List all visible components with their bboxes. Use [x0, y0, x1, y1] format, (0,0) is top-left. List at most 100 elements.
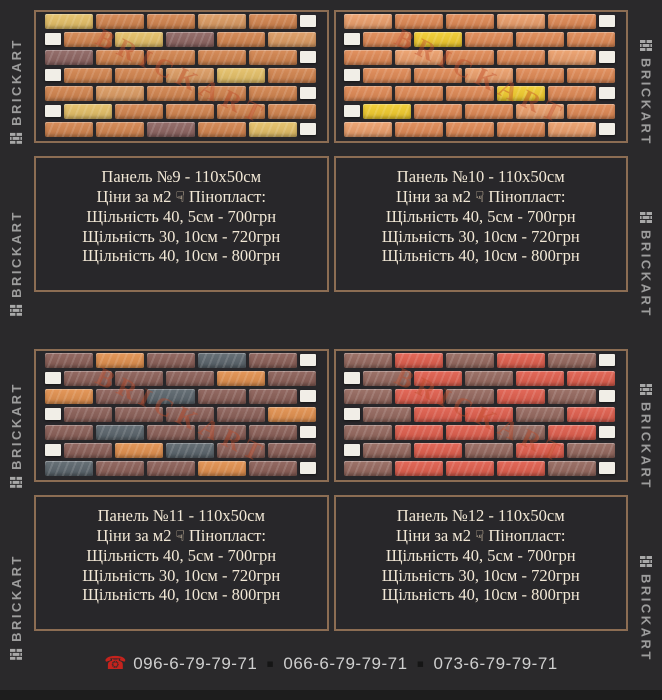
brick: [165, 67, 214, 83]
brick: [414, 31, 463, 47]
phone-number: 066-6-79-79-71: [283, 654, 408, 673]
brick: [446, 49, 495, 65]
panel-photo: BRICKART: [333, 349, 628, 482]
brick-row: [44, 103, 318, 119]
panel-card: BRICKART Панель №10 - 110х50см Ціни за м2 …: [333, 10, 628, 292]
price-intro-prefix: Ціни за м2: [396, 525, 476, 545]
brick-row: [44, 49, 318, 65]
brand-name-text: BRICKART: [638, 230, 654, 318]
price-intro-suffix: Пінопласт:: [184, 525, 266, 545]
brick: [63, 406, 112, 422]
foam-edge: [344, 372, 361, 384]
brick: [95, 388, 144, 404]
brick: [395, 388, 444, 404]
phone-icon: ☎: [104, 653, 128, 674]
panel-info: Панель №12 - 110х50см Ціни за м2 ☟ Пінопл…: [333, 495, 628, 631]
brick: [446, 85, 495, 101]
price-intro-prefix: Ціни за м2: [96, 525, 176, 545]
brick: [548, 460, 597, 476]
brick-row: [44, 442, 318, 458]
brick: [548, 85, 597, 101]
brick: [216, 31, 265, 47]
price-line: Щільність 40, 10см - 800грн: [381, 246, 580, 265]
brand-wordmark: BRICKART: [9, 38, 24, 146]
brick: [114, 103, 163, 119]
brick-row: [44, 85, 318, 101]
brick: [344, 49, 393, 65]
brick: [63, 370, 112, 386]
brick: [548, 424, 597, 440]
panel-photo: BRICKART: [34, 10, 329, 143]
brick: [395, 121, 444, 137]
brick: [548, 352, 597, 368]
brick: [567, 406, 616, 422]
panel-card: BRICKART Панель №12 - 110х50см Ціни за м2 …: [333, 349, 628, 631]
brick: [216, 406, 265, 422]
brick-row: [344, 49, 617, 65]
price-intro-suffix: Пінопласт:: [484, 186, 566, 206]
foam-edge: [599, 462, 616, 474]
brick-row: [344, 460, 617, 476]
price-intro: Ціни за м2 ☟ Пінопласт:: [336, 526, 627, 547]
right-brand-column: BRICKART BRICKART BRICKART BRICKART: [630, 0, 662, 700]
brick: [497, 49, 546, 65]
price-line: Щільність 30, 10см - 720грн: [82, 565, 281, 585]
brick: [516, 103, 565, 119]
brick: [165, 442, 214, 458]
brick: [363, 370, 412, 386]
brick: [414, 103, 463, 119]
brick: [567, 442, 616, 458]
brick-row: [344, 121, 617, 137]
panel-card: BRICKART Панель №9 - 110х50см Ціни за м2 ☟…: [34, 10, 329, 292]
brick: [44, 121, 93, 137]
foam-edge: [44, 408, 61, 420]
price-line: Щільність 40, 10см - 800грн: [82, 585, 281, 604]
brick: [197, 13, 246, 29]
left-brand-column: BRICKART BRICKART BRICKART BRICKART: [0, 0, 32, 700]
brick: [567, 67, 616, 83]
separator-square-icon: ▪: [266, 657, 275, 670]
brand-wordmark: BRICKART: [639, 210, 654, 318]
brick: [216, 442, 265, 458]
brick: [465, 31, 514, 47]
foam-edge: [599, 15, 616, 27]
brick: [197, 49, 246, 65]
brick-row: [44, 388, 318, 404]
brick-row: [344, 388, 617, 404]
panel-title: Панель №11 - 110х50см: [97, 506, 265, 525]
brick: [114, 67, 163, 83]
brick-panel-image: BRICKART: [44, 352, 318, 479]
brick: [414, 370, 463, 386]
brick: [465, 370, 514, 386]
foam-edge: [44, 105, 61, 117]
foam-edge: [299, 390, 316, 402]
brick: [146, 424, 195, 440]
brick-row: [344, 31, 617, 47]
brick: [516, 442, 565, 458]
brick: [363, 406, 412, 422]
brick: [146, 121, 195, 137]
brick: [165, 370, 214, 386]
foam-edge: [344, 69, 361, 81]
brick: [146, 85, 195, 101]
brand-wordmark: BRICKART: [9, 554, 24, 662]
foam-edge: [44, 33, 61, 45]
price-line: Щільність 40, 10см - 800грн: [82, 246, 281, 265]
brick: [216, 103, 265, 119]
price-line: Щільність 30, 10см - 720грн: [381, 565, 580, 585]
brick: [95, 352, 144, 368]
brick: [395, 460, 444, 476]
brick: [44, 85, 93, 101]
brick: [548, 388, 597, 404]
brick: [44, 13, 93, 29]
brick: [63, 103, 112, 119]
brick: [114, 406, 163, 422]
foam-edge: [299, 426, 316, 438]
brick-row: [44, 13, 318, 29]
brick: [197, 460, 246, 476]
price-line: Щільність 40, 5см - 700грн: [385, 207, 576, 226]
brick: [465, 67, 514, 83]
brick-row: [44, 406, 318, 422]
brick-wall-icon: [10, 132, 22, 144]
